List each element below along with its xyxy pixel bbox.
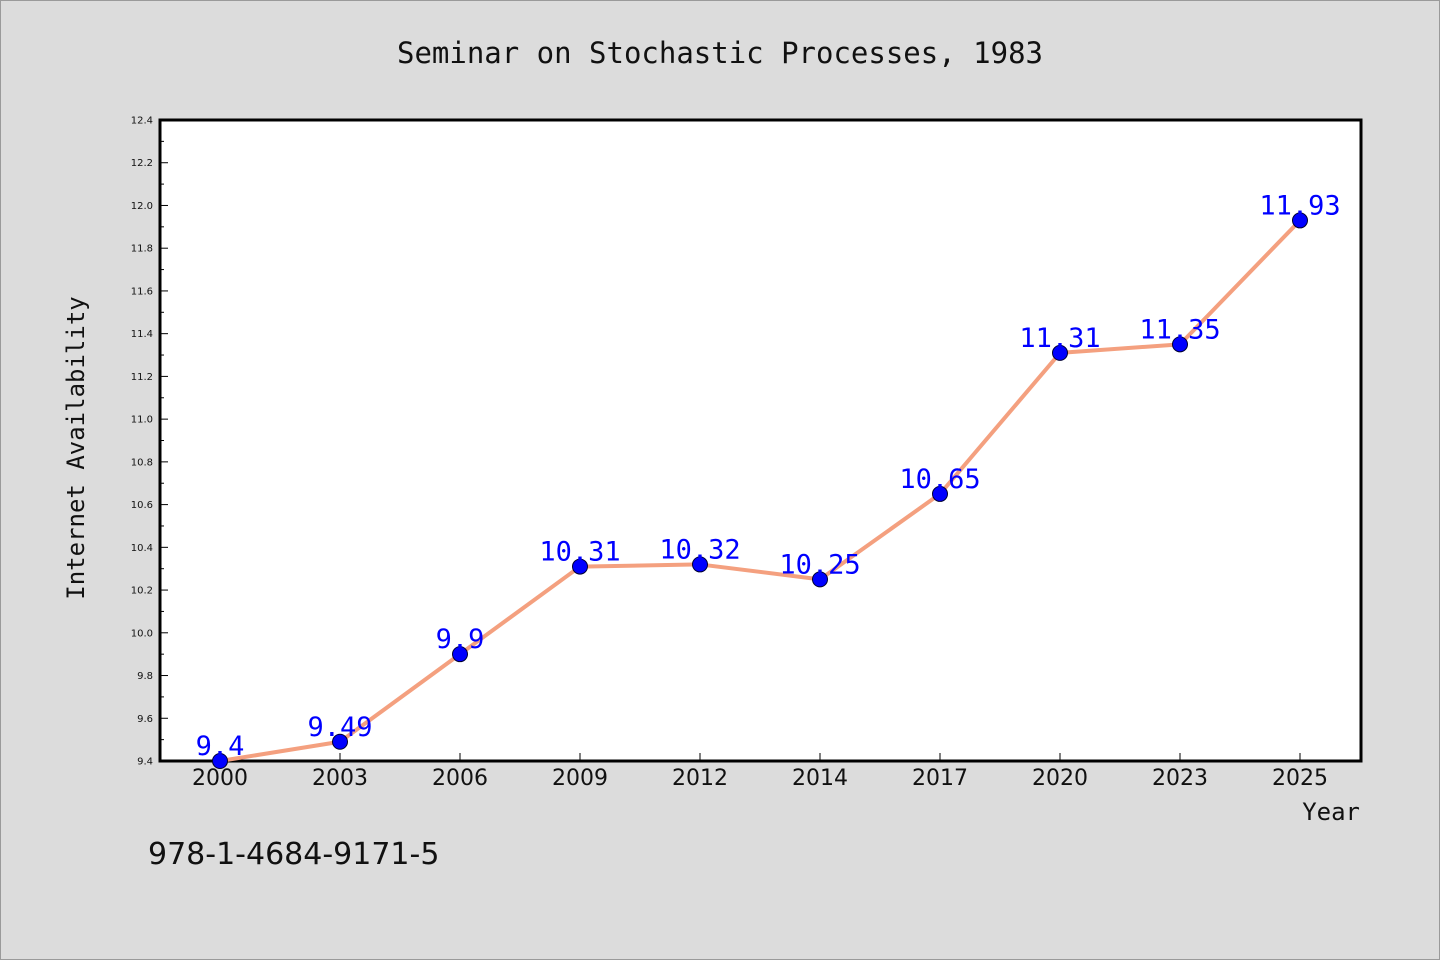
y-axis-label: Internet Availability: [62, 296, 90, 599]
data-label: 10.65: [899, 464, 980, 495]
x-tick-label: 2000: [192, 766, 248, 791]
y-tick-label: 9.6: [137, 714, 153, 725]
y-tick-label: 9.8: [137, 671, 153, 682]
data-label: 11.35: [1139, 314, 1220, 345]
y-tick-label: 10.6: [131, 500, 153, 511]
data-point: [1172, 336, 1188, 353]
y-tick-label: 11.2: [131, 372, 153, 383]
data-label: 11.31: [1019, 323, 1100, 354]
data-point: [1052, 344, 1068, 361]
y-tick-label: 11.6: [131, 286, 153, 297]
data-point: [692, 556, 708, 573]
x-tick-label: 2006: [432, 766, 488, 791]
y-tick-label: 12.4: [131, 116, 153, 127]
data-label: 10.32: [659, 534, 740, 565]
data-label: 11.93: [1259, 190, 1340, 221]
x-axis: 2000 2003 2006 2009 2012 2014 2017 2020 2023 2025: [192, 753, 1328, 791]
y-axis: 9.4 9.6 9.8 10.0 10.2 10.4 10.6 10.8 11.0 11.2 11.…: [131, 116, 168, 768]
data-label: 10.31: [539, 537, 620, 568]
y-tick-label: 12.0: [131, 201, 153, 212]
data-label: 9.49: [307, 712, 372, 743]
y-tick-label: 11.4: [131, 329, 153, 340]
x-tick-label: 2012: [672, 766, 728, 791]
y-tick-label: 10.0: [131, 628, 153, 639]
data-point: [1292, 212, 1308, 229]
y-tick-label: 10.8: [131, 457, 153, 468]
x-tick-label: 2003: [312, 766, 368, 791]
data-point: [572, 558, 588, 575]
data-point: [212, 753, 228, 769]
data-point: [932, 485, 948, 502]
data-point: [332, 733, 348, 750]
data-label: 9.4: [196, 731, 245, 762]
x-axis-label: Year: [1302, 798, 1360, 826]
data-point: [812, 571, 828, 588]
series-line: [218, 218, 1302, 763]
chart-title: Seminar on Stochastic Processes, 1983: [397, 36, 1043, 70]
x-tick-label: 2014: [792, 766, 848, 791]
data-label: 10.25: [779, 549, 860, 580]
x-tick-label: 2020: [1032, 766, 1088, 791]
x-tick-label: 2017: [912, 766, 968, 791]
y-tick-label: 10.2: [131, 586, 153, 597]
y-tick-label: 9.4: [137, 757, 153, 768]
series-group: 9.4 9.49 9.9 10.31 10.32 10.25 10.65 11.31 11.35…: [196, 190, 1341, 769]
data-label: 9.9: [436, 624, 485, 655]
data-point: [452, 646, 468, 663]
y-tick-label: 11.0: [131, 415, 153, 426]
y-tick-label: 12.2: [131, 158, 153, 169]
footer-code: 978-1-4684-9171-5: [148, 837, 439, 872]
y-tick-label: 10.4: [131, 543, 153, 554]
x-tick-label: 2009: [552, 766, 608, 791]
x-tick-label: 2023: [1152, 766, 1208, 791]
plot-area: [158, 118, 1363, 763]
x-tick-label: 2025: [1272, 766, 1328, 791]
y-tick-label: 11.8: [131, 244, 153, 255]
